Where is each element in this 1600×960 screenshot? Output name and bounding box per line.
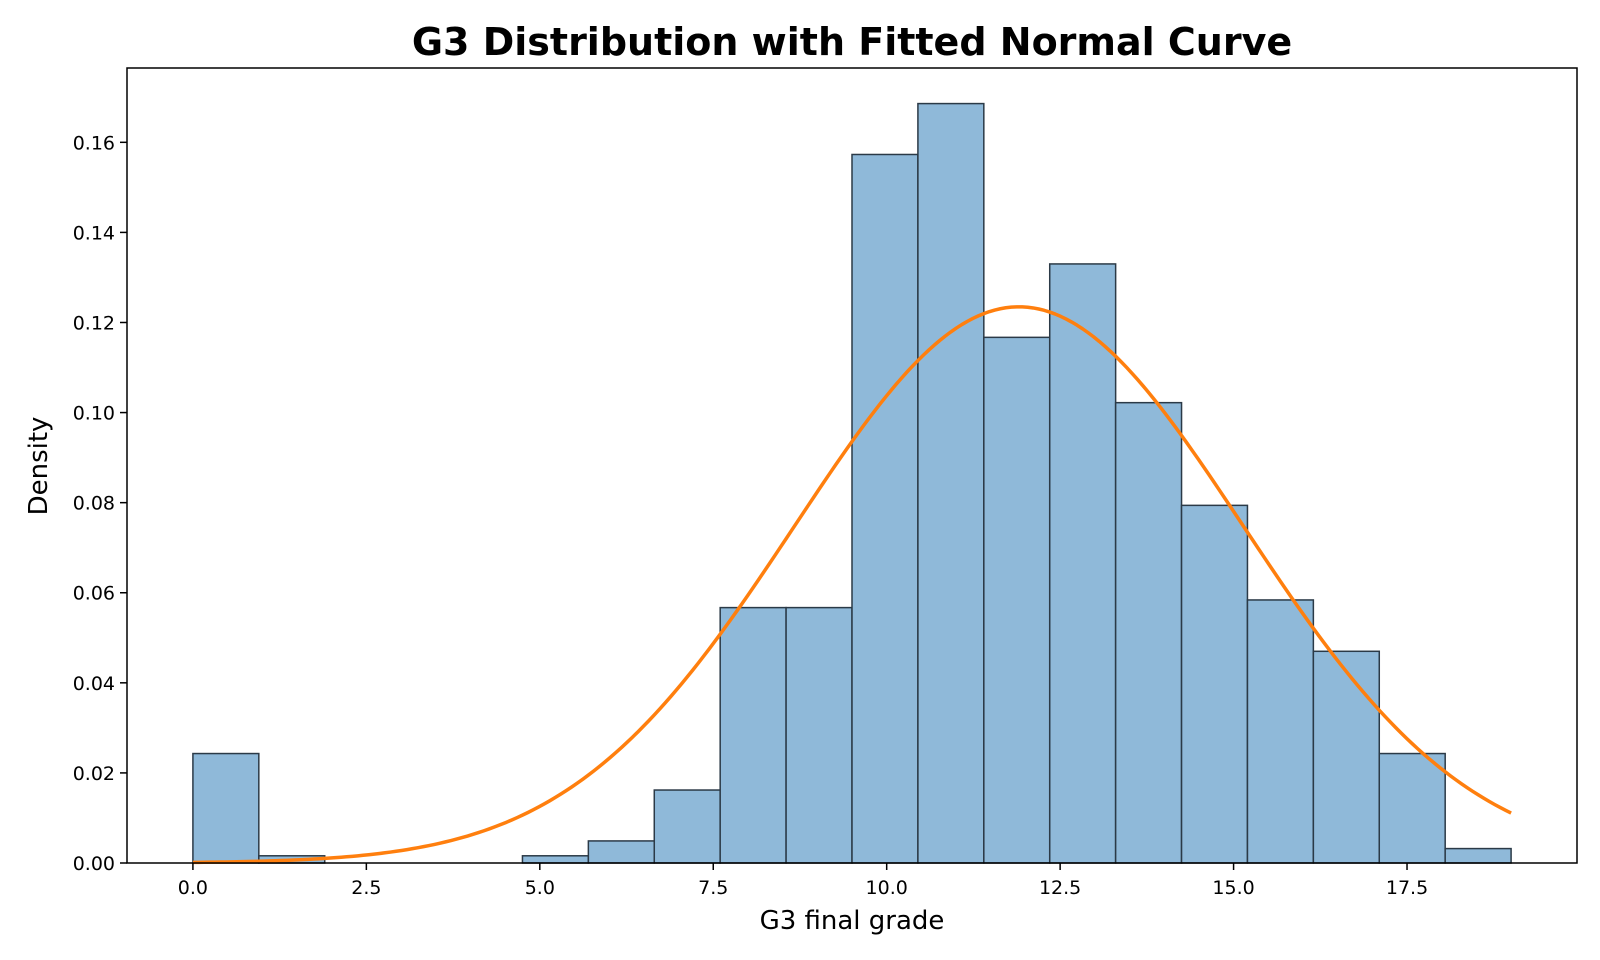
histogram-bar (1444, 847, 1512, 864)
y-tick-label: 0.02 (73, 763, 115, 785)
x-tick-label: 7.5 (698, 877, 728, 899)
histogram-bar (1378, 752, 1446, 864)
x-axis-label: G3 final grade (760, 906, 945, 936)
histogram-bar (851, 153, 919, 864)
y-tick-label: 0.10 (73, 403, 115, 425)
histogram-bar (192, 752, 260, 864)
y-tick-label: 0.04 (73, 673, 115, 695)
histogram-bar (785, 606, 853, 864)
y-axis-ticks: 0.00 0.02 0.04 0.06 0.08 0.10 0.12 0.14 0.16 (73, 132, 127, 875)
histogram-bar (1114, 401, 1183, 864)
x-tick-label: 0.0 (178, 877, 208, 899)
histogram-bars (192, 102, 1512, 864)
x-tick-label: 10.0 (866, 877, 908, 899)
y-tick-label: 0.08 (73, 493, 115, 515)
x-tick-label: 5.0 (525, 877, 555, 899)
x-axis-ticks: 0.0 2.5 5.0 7.5 10.0 12.5 15.0 17.5 (178, 863, 1428, 899)
y-tick-label: 0.12 (73, 312, 115, 334)
y-tick-label: 0.16 (73, 132, 115, 154)
histogram-bar (521, 855, 590, 864)
histogram-bar (1246, 599, 1315, 864)
normal-fit-curve (192, 305, 1512, 865)
x-tick-label: 15.0 (1212, 877, 1254, 899)
chart-title: G3 Distribution with Fitted Normal Curve (412, 20, 1292, 64)
histogram-bar (719, 606, 787, 864)
histogram-bar (1312, 650, 1381, 864)
histogram-bar (917, 102, 985, 864)
histogram-bar (983, 336, 1051, 864)
x-tick-label: 17.5 (1386, 877, 1428, 899)
plot-frame (126, 67, 1578, 864)
x-tick-label: 2.5 (351, 877, 381, 899)
histogram-bar (1180, 504, 1249, 864)
y-tick-label: 0.00 (73, 853, 115, 875)
y-axis-label: Density (24, 417, 54, 516)
y-tick-label: 0.14 (73, 222, 115, 244)
y-tick-label: 0.06 (73, 583, 115, 605)
histogram-bar (1048, 263, 1117, 864)
histogram-bar (653, 789, 721, 864)
histogram-bar (587, 840, 656, 864)
x-tick-label: 12.5 (1039, 877, 1081, 899)
